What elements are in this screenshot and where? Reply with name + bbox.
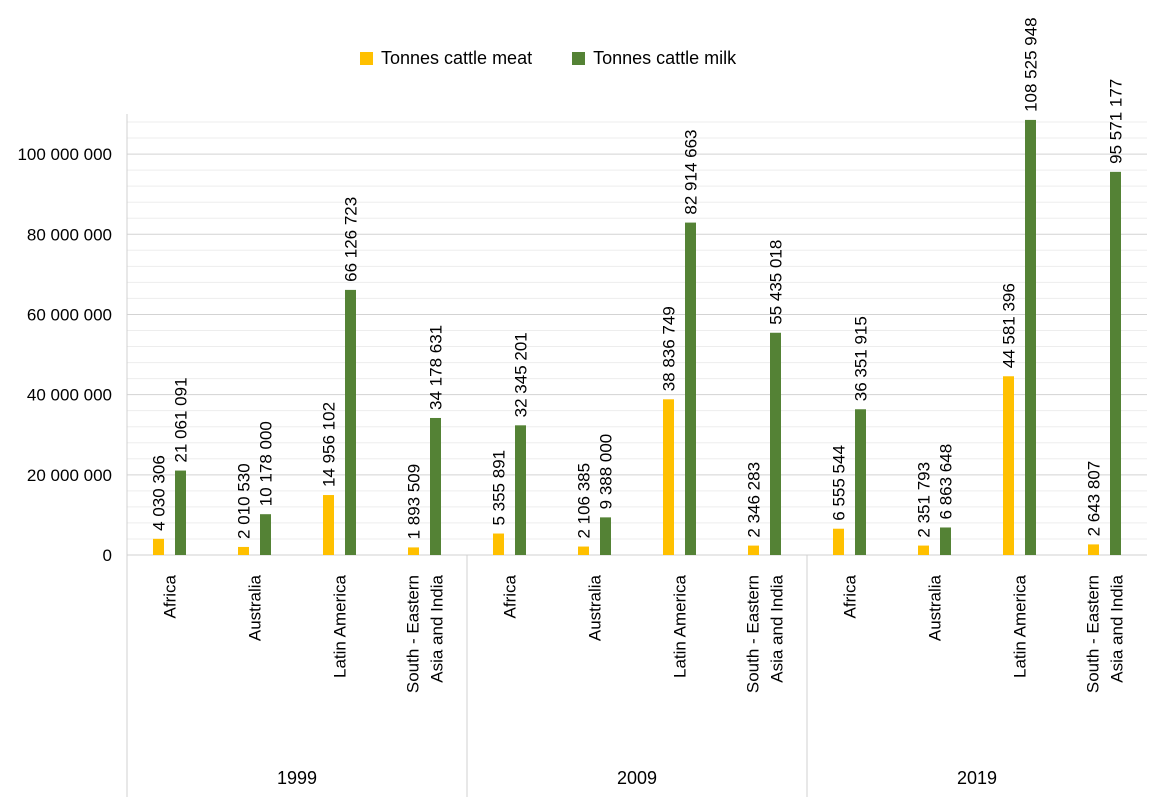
y-tick-label: 60 000 000 xyxy=(27,305,112,324)
bar-meat xyxy=(153,538,164,555)
legend-label-meat: Tonnes cattle meat xyxy=(381,48,533,68)
data-label-milk: 34 178 631 xyxy=(427,325,446,410)
category-label: Latin America xyxy=(1011,574,1030,678)
category-label: Asia and India xyxy=(1108,574,1127,682)
bar-meat xyxy=(238,546,249,555)
data-label-milk: 32 345 201 xyxy=(512,332,531,417)
category-label: Australia xyxy=(586,574,605,641)
bar-meat xyxy=(663,399,674,555)
data-label-milk: 36 351 915 xyxy=(852,316,871,401)
bar-milk xyxy=(940,527,951,555)
legend-item-milk: Tonnes cattle milk xyxy=(572,48,736,69)
data-label-meat: 2 351 793 xyxy=(915,462,934,538)
y-tick-label: 100 000 000 xyxy=(17,145,112,164)
data-label-meat: 44 581 396 xyxy=(1000,283,1019,368)
y-tick-label: 0 xyxy=(103,546,112,565)
y-tick-label: 80 000 000 xyxy=(27,225,112,244)
category-label: Australia xyxy=(246,574,265,641)
bar-milk xyxy=(1110,171,1121,555)
data-label-meat: 4 030 306 xyxy=(150,455,169,531)
chart-legend: Tonnes cattle meat Tonnes cattle milk xyxy=(360,48,776,69)
bar-meat xyxy=(1088,544,1099,555)
group-label: 2019 xyxy=(957,768,997,788)
bar-milk xyxy=(175,470,186,555)
data-label-meat: 5 355 891 xyxy=(490,450,509,526)
data-label-milk: 95 571 177 xyxy=(1107,79,1126,164)
bar-meat xyxy=(408,547,419,555)
data-label-meat: 2 643 807 xyxy=(1085,461,1104,537)
category-label: Latin America xyxy=(671,574,690,678)
category-label: Africa xyxy=(501,574,520,618)
bar-milk xyxy=(260,514,271,555)
bar-milk xyxy=(600,517,611,555)
data-label-milk: 6 863 648 xyxy=(937,444,956,520)
category-label: Africa xyxy=(161,574,180,618)
legend-label-milk: Tonnes cattle milk xyxy=(593,48,737,68)
data-label-milk: 10 178 000 xyxy=(257,421,276,506)
data-label-meat: 1 893 509 xyxy=(405,464,424,540)
bar-meat xyxy=(493,533,504,555)
bar-meat xyxy=(748,545,759,555)
category-label: South - Eastern xyxy=(1084,575,1103,693)
data-label-milk: 55 435 018 xyxy=(767,240,786,325)
bar-milk xyxy=(430,417,441,555)
category-label: South - Eastern xyxy=(744,575,763,693)
bar-milk xyxy=(345,289,356,555)
data-label-meat: 14 956 102 xyxy=(320,402,339,487)
group-label: 1999 xyxy=(277,768,317,788)
data-label-milk: 82 914 663 xyxy=(682,129,701,214)
y-tick-label: 20 000 000 xyxy=(27,466,112,485)
category-label: South - Eastern xyxy=(404,575,423,693)
data-label-meat: 2 010 530 xyxy=(235,463,254,539)
category-label: Africa xyxy=(841,574,860,618)
y-tick-label: 40 000 000 xyxy=(27,386,112,405)
category-label: Asia and India xyxy=(768,574,787,682)
data-label-meat: 38 836 749 xyxy=(660,306,679,391)
category-label: Latin America xyxy=(331,574,350,678)
legend-swatch-milk xyxy=(572,52,586,65)
bar-meat xyxy=(918,545,929,555)
bar-meat xyxy=(833,528,844,555)
data-label-meat: 6 555 544 xyxy=(830,445,849,521)
bar-milk xyxy=(685,222,696,555)
legend-item-meat: Tonnes cattle meat xyxy=(360,48,532,69)
bar-milk xyxy=(855,409,866,555)
bar-meat xyxy=(323,495,334,555)
bar-milk xyxy=(1025,119,1036,555)
category-label: Asia and India xyxy=(428,574,447,682)
data-label-meat: 2 346 283 xyxy=(745,462,764,538)
group-label: 2009 xyxy=(617,768,657,788)
data-label-meat: 2 106 385 xyxy=(575,463,594,539)
data-label-milk: 66 126 723 xyxy=(342,197,361,282)
bar-milk xyxy=(515,425,526,555)
bar-meat xyxy=(578,546,589,555)
data-label-milk: 9 388 000 xyxy=(597,434,616,510)
data-label-milk: 108 525 948 xyxy=(1022,17,1041,112)
data-label-milk: 21 061 091 xyxy=(172,377,191,462)
category-label: Australia xyxy=(926,574,945,641)
legend-swatch-meat xyxy=(360,52,373,65)
bar-milk xyxy=(770,332,781,555)
bar-meat xyxy=(1003,376,1014,555)
